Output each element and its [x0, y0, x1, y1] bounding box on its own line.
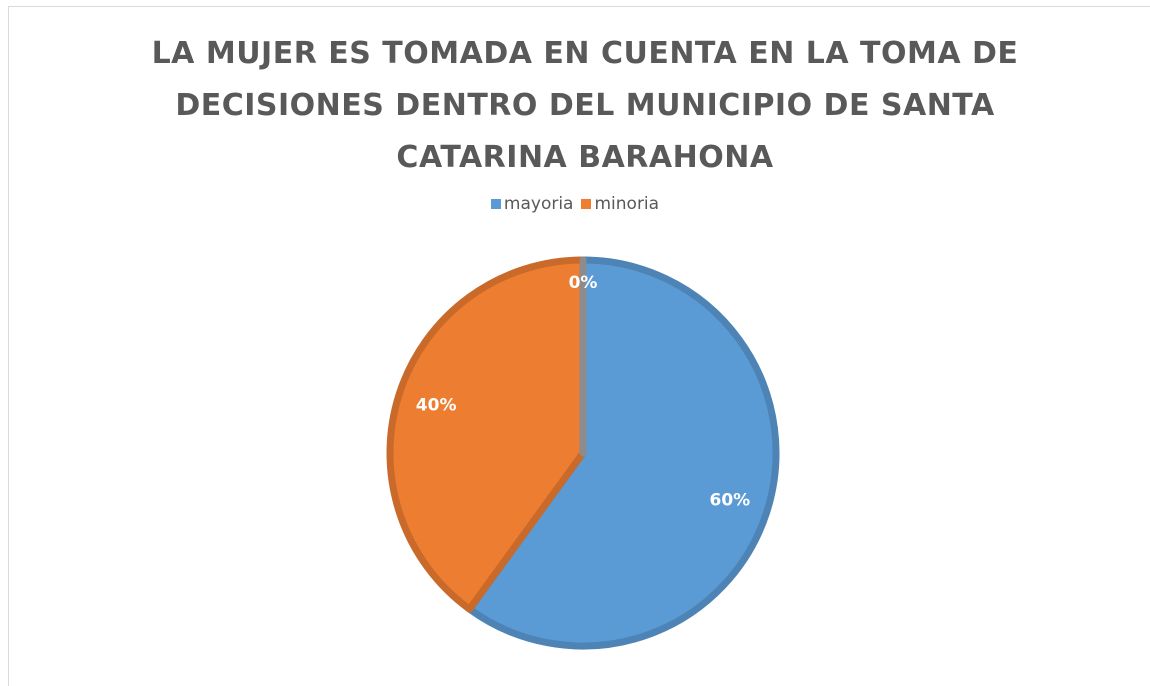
legend-item: minoria: [581, 194, 659, 214]
legend-item: mayoria: [490, 194, 574, 214]
legend-swatch: [581, 199, 592, 209]
pie-slice: [386, 256, 587, 613]
data-label: 60%: [709, 491, 750, 511]
legend: mayoria minoria: [0, 194, 1150, 214]
data-label: 40%: [416, 395, 457, 415]
chart-frame: [8, 6, 1150, 686]
data-label: 0%: [569, 273, 598, 293]
chart-title: LA MUJER ES TOMADA EN CUENTA EN LA TOMA …: [151, 36, 1019, 175]
legend-swatch: [490, 199, 501, 209]
pie-slice: [466, 256, 780, 650]
legend-label: minoria: [594, 194, 660, 214]
legend-label: mayoria: [503, 194, 574, 214]
